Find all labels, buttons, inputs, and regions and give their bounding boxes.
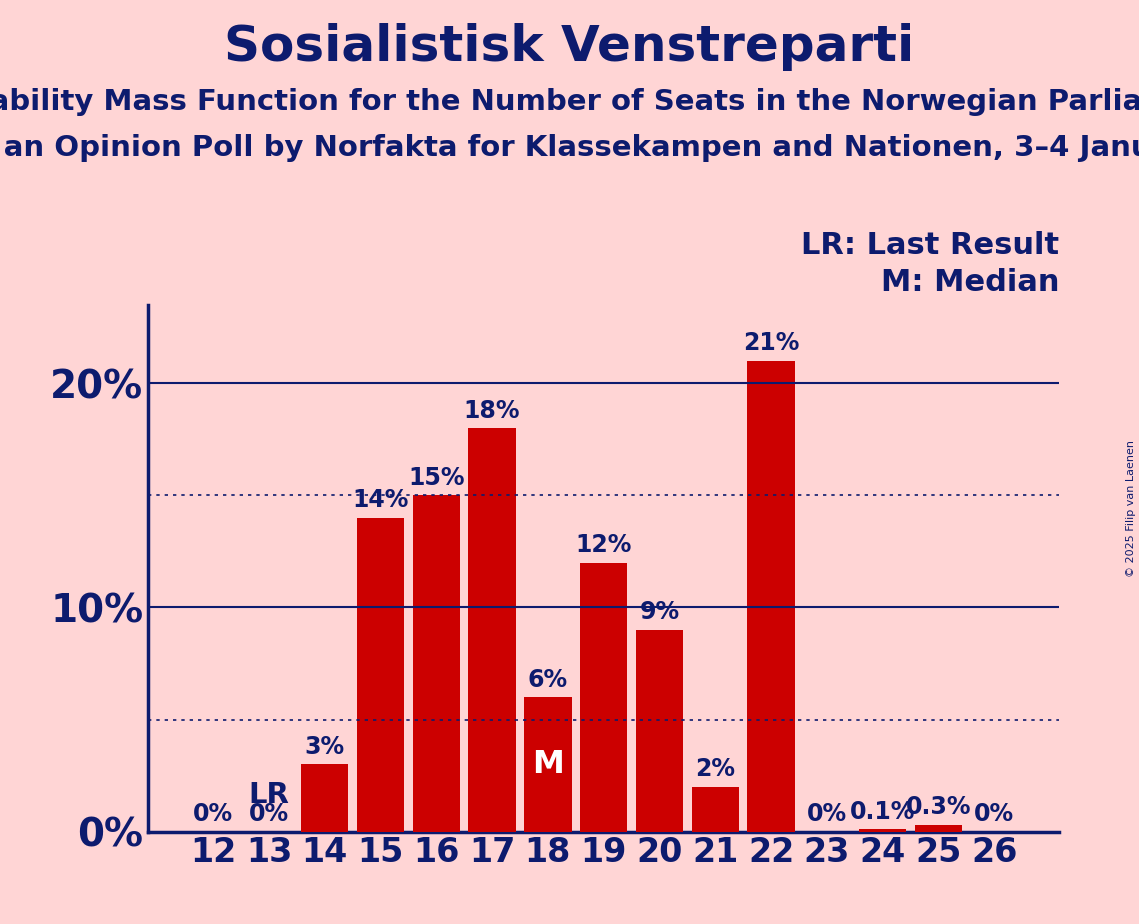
- Text: M: Median: M: Median: [880, 268, 1059, 297]
- Text: 15%: 15%: [408, 466, 465, 490]
- Text: 9%: 9%: [639, 601, 680, 625]
- Bar: [468, 428, 516, 832]
- Text: 0%: 0%: [194, 802, 233, 826]
- Text: M: M: [532, 748, 564, 780]
- Text: Sosialistisk Venstreparti: Sosialistisk Venstreparti: [224, 23, 915, 71]
- Bar: [412, 495, 460, 832]
- Text: 0%: 0%: [806, 802, 847, 826]
- Text: 14%: 14%: [352, 488, 409, 512]
- Text: LR: Last Result: LR: Last Result: [801, 231, 1059, 260]
- Text: Based on an Opinion Poll by Norfakta for Klassekampen and Nationen, 3–4 January : Based on an Opinion Poll by Norfakta for…: [0, 134, 1139, 162]
- Bar: [636, 630, 683, 832]
- Text: Probability Mass Function for the Number of Seats in the Norwegian Parliament: Probability Mass Function for the Number…: [0, 88, 1139, 116]
- Text: 0.3%: 0.3%: [906, 796, 972, 820]
- Text: LR: LR: [248, 781, 289, 809]
- Text: 0%: 0%: [974, 802, 1014, 826]
- Bar: [357, 517, 404, 832]
- Bar: [915, 825, 962, 832]
- Bar: [580, 563, 628, 832]
- Text: © 2025 Filip van Laenen: © 2025 Filip van Laenen: [1126, 440, 1136, 577]
- Bar: [747, 361, 795, 832]
- Text: 0%: 0%: [249, 802, 289, 826]
- Text: 3%: 3%: [305, 735, 345, 759]
- Text: 6%: 6%: [527, 667, 568, 691]
- Bar: [524, 697, 572, 832]
- Bar: [859, 830, 907, 832]
- Text: 18%: 18%: [464, 398, 521, 422]
- Text: 21%: 21%: [743, 332, 800, 356]
- Text: 0.1%: 0.1%: [850, 800, 916, 824]
- Bar: [691, 786, 739, 832]
- Text: 2%: 2%: [695, 757, 736, 781]
- Bar: [301, 764, 349, 832]
- Text: 12%: 12%: [575, 533, 632, 557]
